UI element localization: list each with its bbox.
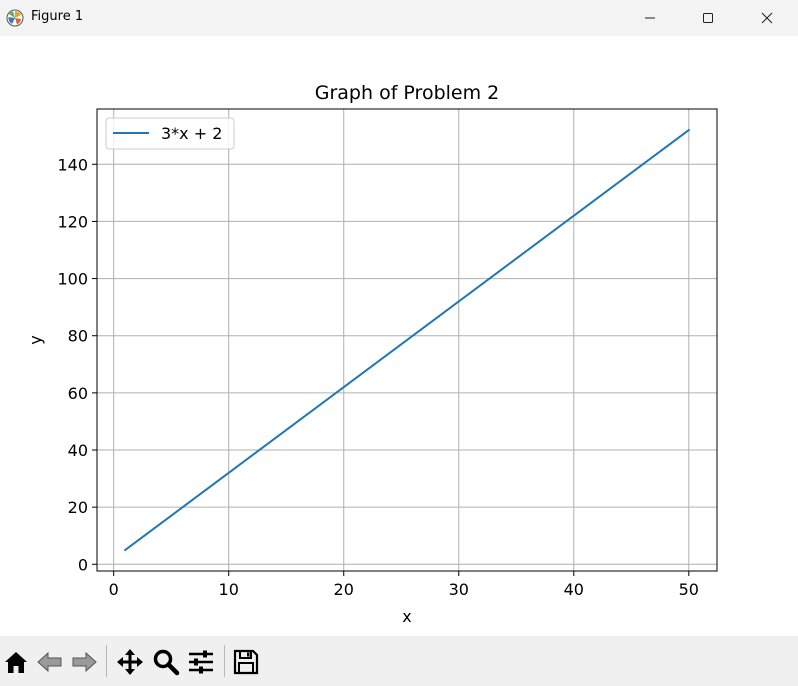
legend-box <box>105 117 235 150</box>
toolbar-separator <box>106 645 107 677</box>
pan-button[interactable] <box>115 647 145 677</box>
window-title: Figure 1 <box>31 9 84 24</box>
axes-frame <box>96 108 718 572</box>
y-tick-label: 140 <box>57 155 88 174</box>
maximize-button[interactable] <box>679 0 737 36</box>
toolbar-separator <box>224 645 225 677</box>
line-chart: 0 10 20 30 40 50 0 20 40 60 80 100 120 140 Graph of P… <box>26 82 718 626</box>
y-tick-label: 100 <box>57 270 88 289</box>
y-tick-label: 120 <box>57 212 88 231</box>
back-button[interactable] <box>35 647 65 677</box>
legend-entry-label: 3*x + 2 <box>161 124 222 143</box>
window-titlebar: Figure 1 <box>0 0 798 36</box>
zoom-button[interactable] <box>151 647 181 677</box>
navigation-toolbar <box>0 636 798 686</box>
ticks: 0 10 20 30 40 50 0 20 40 60 80 100 120 140 <box>57 155 699 599</box>
x-tick-label: 50 <box>679 580 699 599</box>
grid <box>97 109 717 571</box>
x-tick-label: 40 <box>564 580 584 599</box>
back-arrow-icon <box>37 651 62 673</box>
forward-arrow-icon <box>72 651 97 673</box>
x-tick-label: 20 <box>334 580 354 599</box>
legend: 3*x + 2 <box>105 117 235 150</box>
minimize-icon <box>645 17 655 19</box>
y-tick-label: 0 <box>78 555 88 574</box>
close-icon <box>761 12 773 24</box>
y-tick-label: 40 <box>68 441 88 460</box>
configure-subplots-button[interactable] <box>186 647 216 677</box>
configure-subplots-icon <box>189 650 213 674</box>
save-icon <box>233 649 259 675</box>
zoom-icon <box>153 649 180 676</box>
home-button[interactable] <box>1 647 31 677</box>
series-line <box>123 128 691 552</box>
pan-icon <box>117 649 143 675</box>
maximize-icon <box>703 13 713 23</box>
forward-button[interactable] <box>69 647 99 677</box>
y-axis-label: y <box>26 335 45 344</box>
home-icon <box>5 652 27 673</box>
x-tick-label: 10 <box>219 580 239 599</box>
y-tick-label: 80 <box>68 327 88 346</box>
save-button[interactable] <box>231 647 261 677</box>
figure-canvas[interactable]: 0 10 20 30 40 50 0 20 40 60 80 100 120 140 Graph of P… <box>0 36 798 636</box>
x-tick-label: 30 <box>449 580 469 599</box>
close-button[interactable] <box>738 0 796 36</box>
y-tick-label: 60 <box>68 384 88 403</box>
matplotlib-logo-icon <box>6 9 24 27</box>
x-axis-label: x <box>402 607 411 626</box>
chart-title: Graph of Problem 2 <box>315 82 499 104</box>
y-tick-label: 20 <box>68 498 88 517</box>
series-layer <box>123 128 691 552</box>
x-tick-label: 0 <box>109 580 119 599</box>
minimize-button[interactable] <box>621 0 679 36</box>
